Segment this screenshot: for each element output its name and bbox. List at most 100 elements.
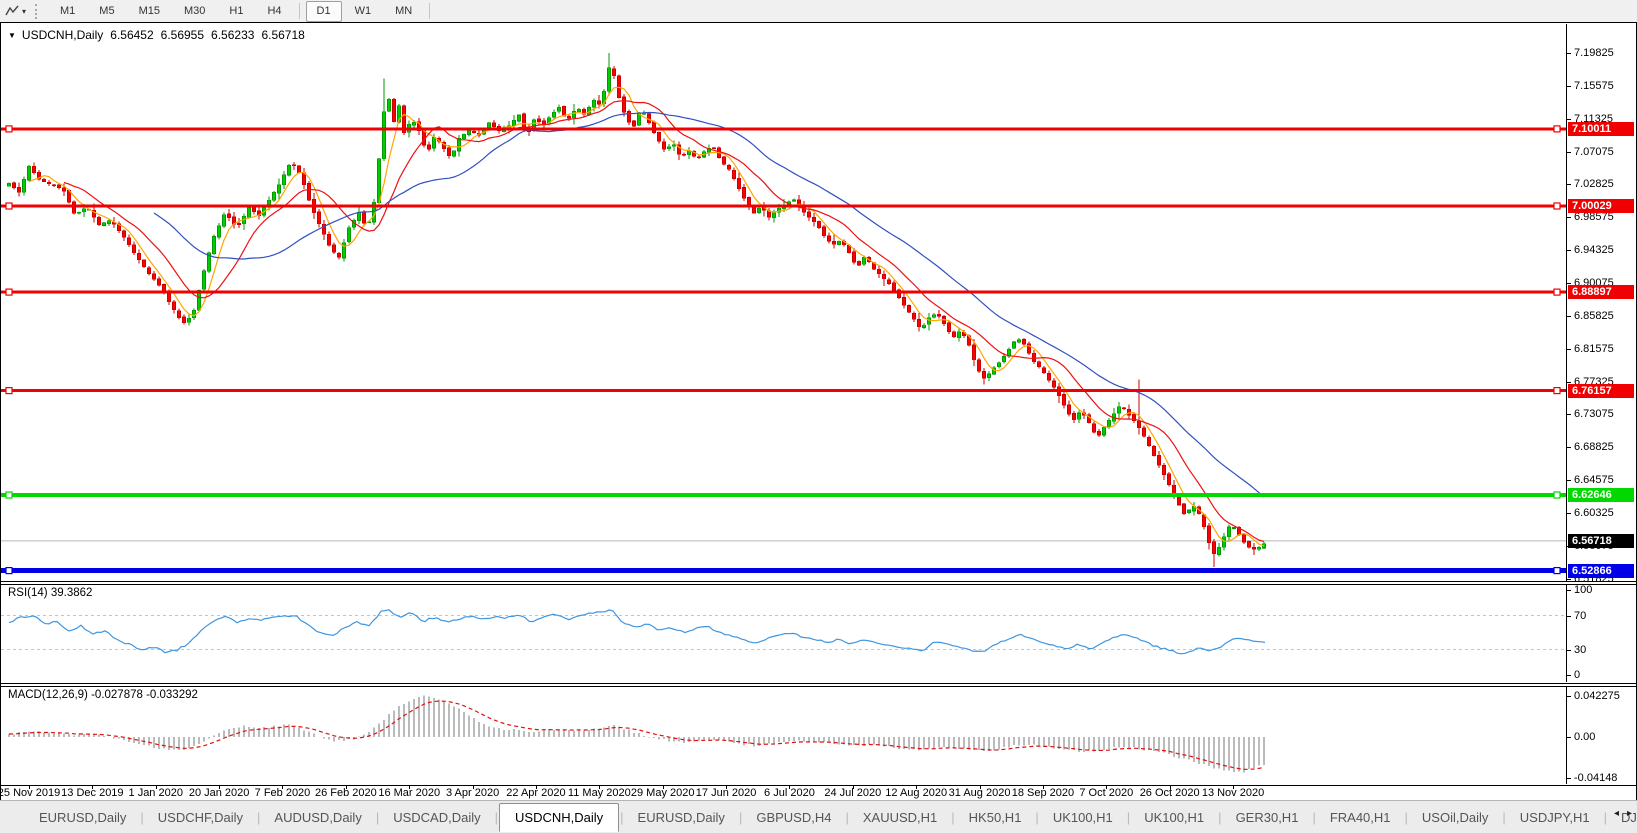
level-line-6.62646[interactable]: [1, 491, 1566, 499]
date-label: 12 Aug 2020: [885, 787, 948, 799]
price-axis[interactable]: 7.19825 7.15575 7.11325 7.07075 7.02825 6.985…: [1566, 24, 1636, 585]
tab-scroll-arrows: ◂ ▸: [1614, 808, 1632, 819]
level-handle[interactable]: [1553, 288, 1561, 296]
tab-usoil-daily[interactable]: USOil,Daily: [1421, 809, 1489, 825]
timeframe-button-m1[interactable]: M1: [60, 5, 76, 17]
date-label: 26 Oct 2020: [1139, 787, 1200, 799]
tab-xauusd-h1[interactable]: XAUUSD,H1: [862, 809, 938, 825]
timeframe-button-m30[interactable]: M30: [183, 5, 206, 17]
tab-separator: |: [140, 809, 144, 825]
price-tick-dash: [1567, 151, 1571, 153]
timeframe-button-m15[interactable]: M15: [138, 5, 160, 17]
tab-separator: |: [738, 809, 743, 825]
timeframe-button-w1[interactable]: W1: [354, 5, 372, 17]
line-studies-icon[interactable]: [4, 4, 20, 18]
main-chart-canvas[interactable]: [1, 24, 1566, 581]
macd-tick-dash: [1567, 777, 1571, 779]
date-label: 26 Feb 2020: [314, 787, 377, 799]
price-tick-dash: [1567, 381, 1571, 383]
price-tick-label: 6.60325: [1574, 506, 1614, 519]
toolbar-drag-handle[interactable]: [35, 3, 41, 19]
date-label: 31 Aug 2020: [948, 787, 1011, 799]
price-tick-dash: [1567, 512, 1571, 514]
tab-dj30-daily[interactable]: DJ30,Daily: [1621, 809, 1637, 825]
price-tick-dash: [1567, 578, 1571, 580]
rsi-axis[interactable]: 100 70 30 0: [1566, 584, 1636, 682]
level-price-chip: 6.62646: [1568, 487, 1634, 502]
tab-uk100-h1[interactable]: UK100,H1: [1144, 809, 1205, 825]
tab-usdjpy-h1[interactable]: USDJPY,H1: [1519, 809, 1590, 825]
rsi-tick-dash: [1567, 615, 1571, 617]
level-line-6.88897[interactable]: [1, 288, 1566, 296]
timeframe-button-mn[interactable]: MN: [395, 5, 413, 17]
level-price-chip: 6.88897: [1568, 285, 1634, 300]
rsi-line: [8, 609, 1266, 655]
date-label: 29 May 2020: [630, 787, 695, 799]
pane-splitter[interactable]: [1, 683, 1636, 687]
tab-audusd-daily[interactable]: AUDUSD,Daily: [274, 809, 362, 825]
level-handle[interactable]: [5, 387, 13, 395]
date-axis[interactable]: 25 Nov 2019 13 Dec 2019 1 Jan 2020 20 Jan 2…: [0, 785, 1566, 799]
level-line-6.76157[interactable]: [1, 387, 1566, 395]
tab-hk50-h1[interactable]: HK50,H1: [968, 809, 1022, 825]
toolbar-separator: [298, 3, 300, 19]
tab-separator: |: [620, 809, 624, 825]
level-line-7.00029[interactable]: [1, 202, 1566, 210]
tab-uk100-h1[interactable]: UK100,H1: [1052, 809, 1113, 825]
price-tick-label: 7.02825: [1574, 178, 1614, 191]
tab-fra40-h1[interactable]: FRA40,H1: [1329, 809, 1391, 825]
level-handle[interactable]: [1553, 566, 1561, 575]
timeframe-button-h4[interactable]: H4: [267, 5, 282, 17]
tab-separator: |: [1218, 809, 1222, 825]
price-tick-label: 6.98575: [1574, 211, 1614, 224]
tab-separator: |: [1035, 809, 1039, 825]
tab-separator: |: [1603, 809, 1608, 825]
tab-scroll-left-icon[interactable]: ◂: [1613, 808, 1619, 819]
date-tick: [345, 785, 347, 789]
timeframe-button-h1[interactable]: H1: [229, 5, 244, 17]
tab-separator: |: [257, 809, 261, 825]
level-handle[interactable]: [5, 566, 13, 575]
level-handle[interactable]: [1553, 202, 1561, 210]
price-tick-label: 7.11325: [1574, 112, 1613, 125]
rsi-pane-canvas[interactable]: [1, 585, 1566, 682]
level-handle[interactable]: [5, 202, 13, 210]
dropdown-caret-icon[interactable]: ▾: [22, 6, 27, 16]
level-handle[interactable]: [1553, 125, 1561, 133]
level-handle[interactable]: [5, 288, 13, 296]
timeframe-button-d1[interactable]: D1: [305, 0, 342, 22]
date-tick: [916, 785, 918, 789]
tab-usdchf-daily[interactable]: USDCHF,Daily: [157, 809, 244, 825]
price-tick-dash: [1567, 282, 1571, 284]
tab-gbpusd-h4[interactable]: GBPUSD,H4: [756, 809, 832, 825]
level-line-7.10011[interactable]: [1, 125, 1566, 133]
price-tick-dash: [1567, 184, 1571, 186]
date-tick: [92, 785, 94, 789]
date-tick: [599, 785, 601, 789]
tab-eurusd-daily[interactable]: EURUSD,Daily: [637, 809, 725, 825]
macd-axis[interactable]: 0.042275 0.00 -0.04148: [1566, 687, 1636, 784]
level-handle[interactable]: [5, 491, 13, 499]
price-tick-label: 6.94325: [1574, 244, 1614, 257]
tab-separator: |: [1312, 809, 1316, 825]
date-label: 13 Dec 2019: [61, 787, 124, 799]
level-line-6.52866[interactable]: [1, 566, 1566, 575]
pane-splitter[interactable]: [1, 581, 1636, 585]
collapse-arrow-icon[interactable]: ▼: [8, 30, 16, 40]
tab-eurusd-daily[interactable]: EURUSD,Daily: [39, 809, 127, 825]
level-handle[interactable]: [1553, 491, 1561, 499]
date-tick: [155, 785, 157, 789]
tab-scroll-right-icon[interactable]: ▸: [1626, 808, 1632, 819]
tab-usdcnh-daily[interactable]: USDCNH,Daily: [499, 802, 620, 832]
tab-ger30-h1[interactable]: GER30,H1: [1235, 809, 1299, 825]
tab-usdcad-daily[interactable]: USDCAD,Daily: [393, 809, 481, 825]
level-handle[interactable]: [5, 125, 13, 133]
level-handle[interactable]: [1553, 387, 1561, 395]
date-tick: [282, 785, 284, 789]
toolbar-separator: [429, 3, 431, 19]
date-tick: [1106, 785, 1108, 789]
tab-separator: |: [494, 809, 499, 825]
timeframe-button-m5[interactable]: M5: [99, 5, 115, 17]
date-tick: [219, 785, 221, 789]
macd-pane-canvas[interactable]: [1, 687, 1566, 784]
